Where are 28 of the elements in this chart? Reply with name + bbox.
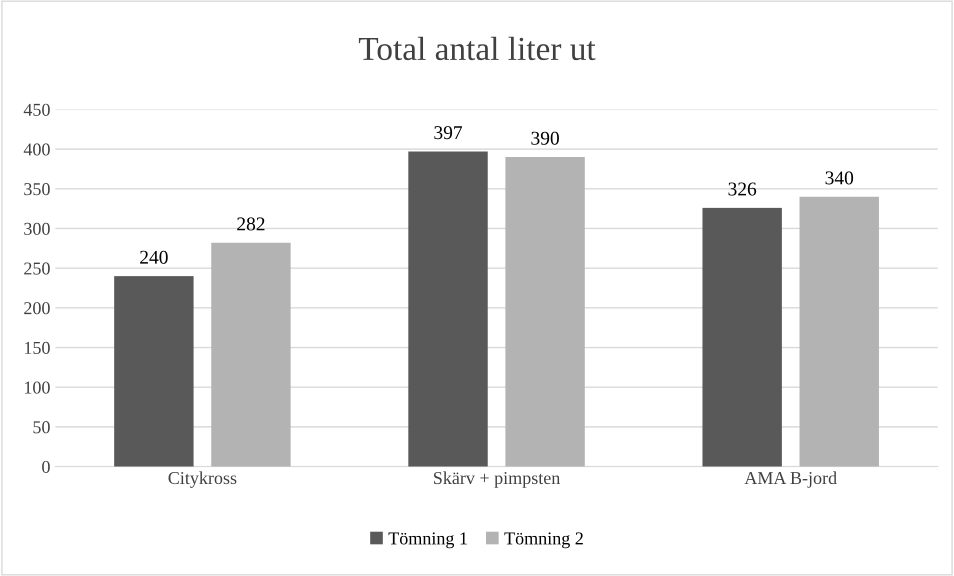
data-label: 390 [531, 132, 559, 145]
x-tick-label: Skärv + pimpsten [434, 471, 560, 488]
data-label: 397 [434, 126, 462, 140]
bar [505, 157, 585, 467]
data-label: 340 [826, 171, 854, 184]
bar [114, 276, 194, 467]
bar [702, 208, 782, 467]
data-label: 240 [140, 250, 168, 264]
legend-label: Tömning 1 [388, 532, 467, 548]
legend-label: Tömning 2 [504, 532, 583, 548]
bar [211, 242, 291, 467]
y-tick-label: 400 [24, 143, 50, 156]
bar [800, 196, 879, 467]
x-tick-label: Citykross [168, 471, 236, 488]
x-tick-label: AMA B-jord [744, 471, 837, 488]
y-tick-label: 50 [33, 421, 50, 434]
y-tick-label: 250 [24, 262, 50, 275]
y-tick-label: 200 [24, 302, 50, 314]
data-label: 326 [728, 182, 756, 196]
y-tick-label: 300 [24, 222, 50, 235]
y-tick-label: 0 [42, 460, 50, 473]
y-tick-label: 450 [24, 104, 50, 116]
y-tick-label: 350 [24, 183, 50, 196]
data-label: 282 [237, 217, 264, 230]
y-tick-label: 150 [24, 342, 50, 354]
chart-title: Total antal liter ut [358, 36, 596, 60]
bar [408, 152, 488, 467]
y-tick-label: 100 [24, 381, 50, 394]
